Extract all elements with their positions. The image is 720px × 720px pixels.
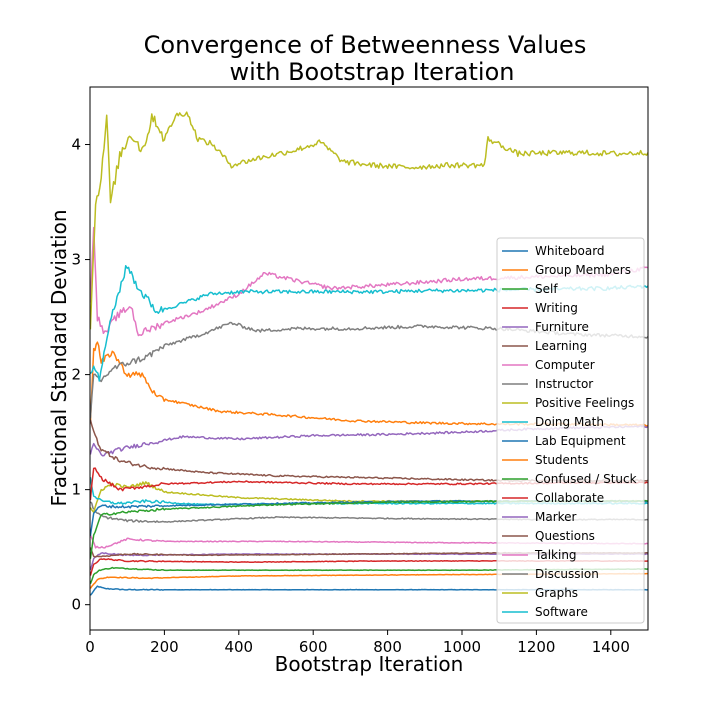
legend-label: Writing	[535, 301, 578, 315]
legend-label: Students	[535, 453, 589, 467]
legend-label: Doing Math	[535, 415, 604, 429]
legend-label: Marker	[535, 510, 577, 524]
y-tick-label: 1	[71, 481, 81, 499]
legend-label: Software	[535, 605, 588, 619]
y-axis-ticks: 0 1 2 3 4	[71, 136, 90, 614]
chart-title-line1: Convergence of Betweenness Values	[144, 31, 587, 59]
x-tick-label: 1400	[592, 638, 630, 656]
legend-label: Confused / Stuck	[535, 472, 637, 486]
legend-label: Computer	[535, 358, 595, 372]
y-tick-label: 0	[71, 596, 81, 614]
legend-label: Whiteboard	[535, 244, 605, 258]
x-tick-label: 200	[150, 638, 179, 656]
legend: Whiteboard Group Members Self Writing Furnit…	[496, 237, 645, 624]
legend-label: Collaborate	[535, 491, 604, 505]
legend-label: Positive Feelings	[535, 396, 634, 410]
y-tick-label: 2	[71, 366, 81, 384]
y-tick-label: 4	[71, 136, 81, 154]
y-tick-label: 3	[71, 251, 81, 269]
series-line-18	[90, 111, 648, 330]
x-tick-label: 800	[373, 638, 402, 656]
y-axis-label: Fractional Standard Deviation	[47, 209, 71, 506]
x-axis-label: Bootstrap Iteration	[275, 652, 464, 676]
legend-label: Lab Equipment	[535, 434, 626, 448]
plot-frame	[89, 86, 649, 631]
x-tick-label: 1000	[443, 638, 481, 656]
x-tick-label: 600	[299, 638, 328, 656]
legend-label: Talking	[534, 548, 577, 562]
x-tick-label: 1200	[517, 638, 555, 656]
x-tick-label: 400	[224, 638, 253, 656]
chart-title-line2: with Bootstrap Iteration	[230, 58, 515, 86]
legend-frame	[496, 237, 645, 624]
legend-label: Instructor	[535, 377, 593, 391]
legend-label: Discussion	[535, 567, 599, 581]
x-tick-label: 0	[85, 638, 95, 656]
legend-label: Questions	[535, 529, 595, 543]
legend-label: Group Members	[535, 263, 631, 277]
legend-label: Furniture	[535, 320, 589, 334]
legend-label: Learning	[535, 339, 587, 353]
legend-label: Self	[535, 282, 558, 296]
legend-label: Graphs	[535, 586, 578, 600]
x-axis-ticks: 0 200 400 600 800 1000 1200 1400	[85, 630, 630, 656]
